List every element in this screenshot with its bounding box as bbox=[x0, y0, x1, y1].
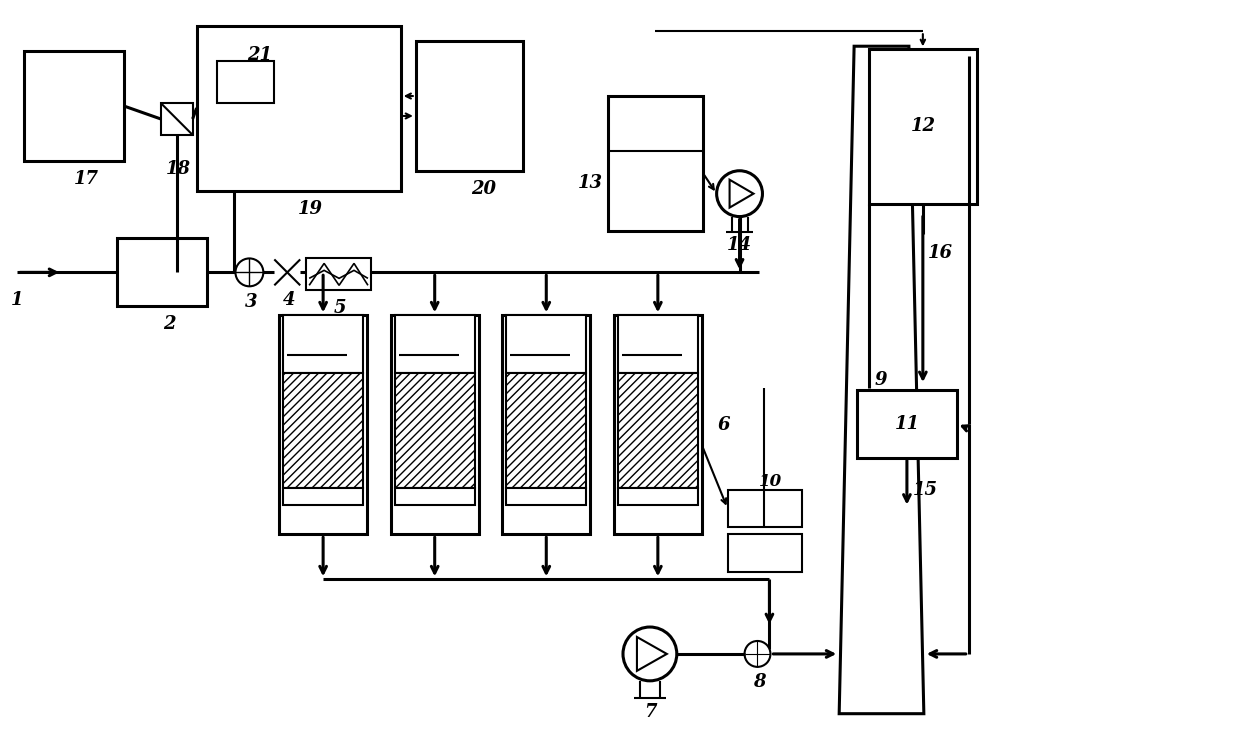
Text: 1: 1 bbox=[11, 292, 24, 309]
Bar bbox=[394, 315, 475, 373]
Text: 11: 11 bbox=[894, 415, 919, 432]
Bar bbox=[618, 373, 698, 488]
Text: 16: 16 bbox=[929, 244, 954, 263]
Circle shape bbox=[622, 627, 677, 681]
Bar bbox=[117, 238, 207, 306]
Bar bbox=[618, 488, 698, 506]
Text: 20: 20 bbox=[471, 179, 496, 198]
Bar bbox=[283, 373, 363, 488]
Bar bbox=[391, 315, 479, 534]
Bar bbox=[197, 27, 401, 190]
Text: 19: 19 bbox=[298, 199, 322, 218]
Text: 4: 4 bbox=[283, 292, 295, 309]
Bar bbox=[217, 61, 274, 103]
Bar bbox=[283, 315, 363, 373]
Circle shape bbox=[717, 170, 763, 216]
Bar bbox=[506, 488, 587, 506]
Bar bbox=[608, 96, 703, 230]
Text: 8: 8 bbox=[753, 673, 766, 691]
Text: 15: 15 bbox=[913, 480, 937, 499]
Bar bbox=[869, 49, 977, 204]
Text: 18: 18 bbox=[166, 159, 191, 178]
Bar bbox=[279, 315, 367, 534]
Bar bbox=[283, 488, 363, 506]
Text: 2: 2 bbox=[164, 315, 176, 333]
Bar bbox=[502, 315, 590, 534]
Text: 5: 5 bbox=[334, 299, 346, 317]
Text: 14: 14 bbox=[727, 236, 751, 255]
Bar bbox=[25, 51, 124, 161]
Bar bbox=[306, 258, 371, 290]
Bar bbox=[728, 534, 802, 572]
Bar bbox=[618, 315, 698, 373]
Text: 7: 7 bbox=[644, 703, 656, 721]
Bar bbox=[857, 390, 957, 458]
Bar bbox=[161, 103, 192, 135]
Text: 17: 17 bbox=[73, 170, 98, 187]
Text: 12: 12 bbox=[910, 117, 935, 135]
Text: 3: 3 bbox=[246, 293, 258, 311]
Bar bbox=[506, 315, 587, 373]
Bar bbox=[614, 315, 702, 534]
Bar bbox=[728, 489, 802, 528]
Text: 10: 10 bbox=[759, 473, 782, 490]
Bar bbox=[506, 373, 587, 488]
Text: 21: 21 bbox=[247, 46, 272, 64]
Bar bbox=[394, 373, 475, 488]
Text: 6: 6 bbox=[718, 415, 730, 434]
Bar bbox=[394, 488, 475, 506]
Text: 9: 9 bbox=[874, 371, 888, 389]
Circle shape bbox=[744, 641, 770, 667]
Bar bbox=[415, 41, 523, 170]
Circle shape bbox=[236, 258, 263, 286]
Text: 13: 13 bbox=[578, 173, 603, 192]
